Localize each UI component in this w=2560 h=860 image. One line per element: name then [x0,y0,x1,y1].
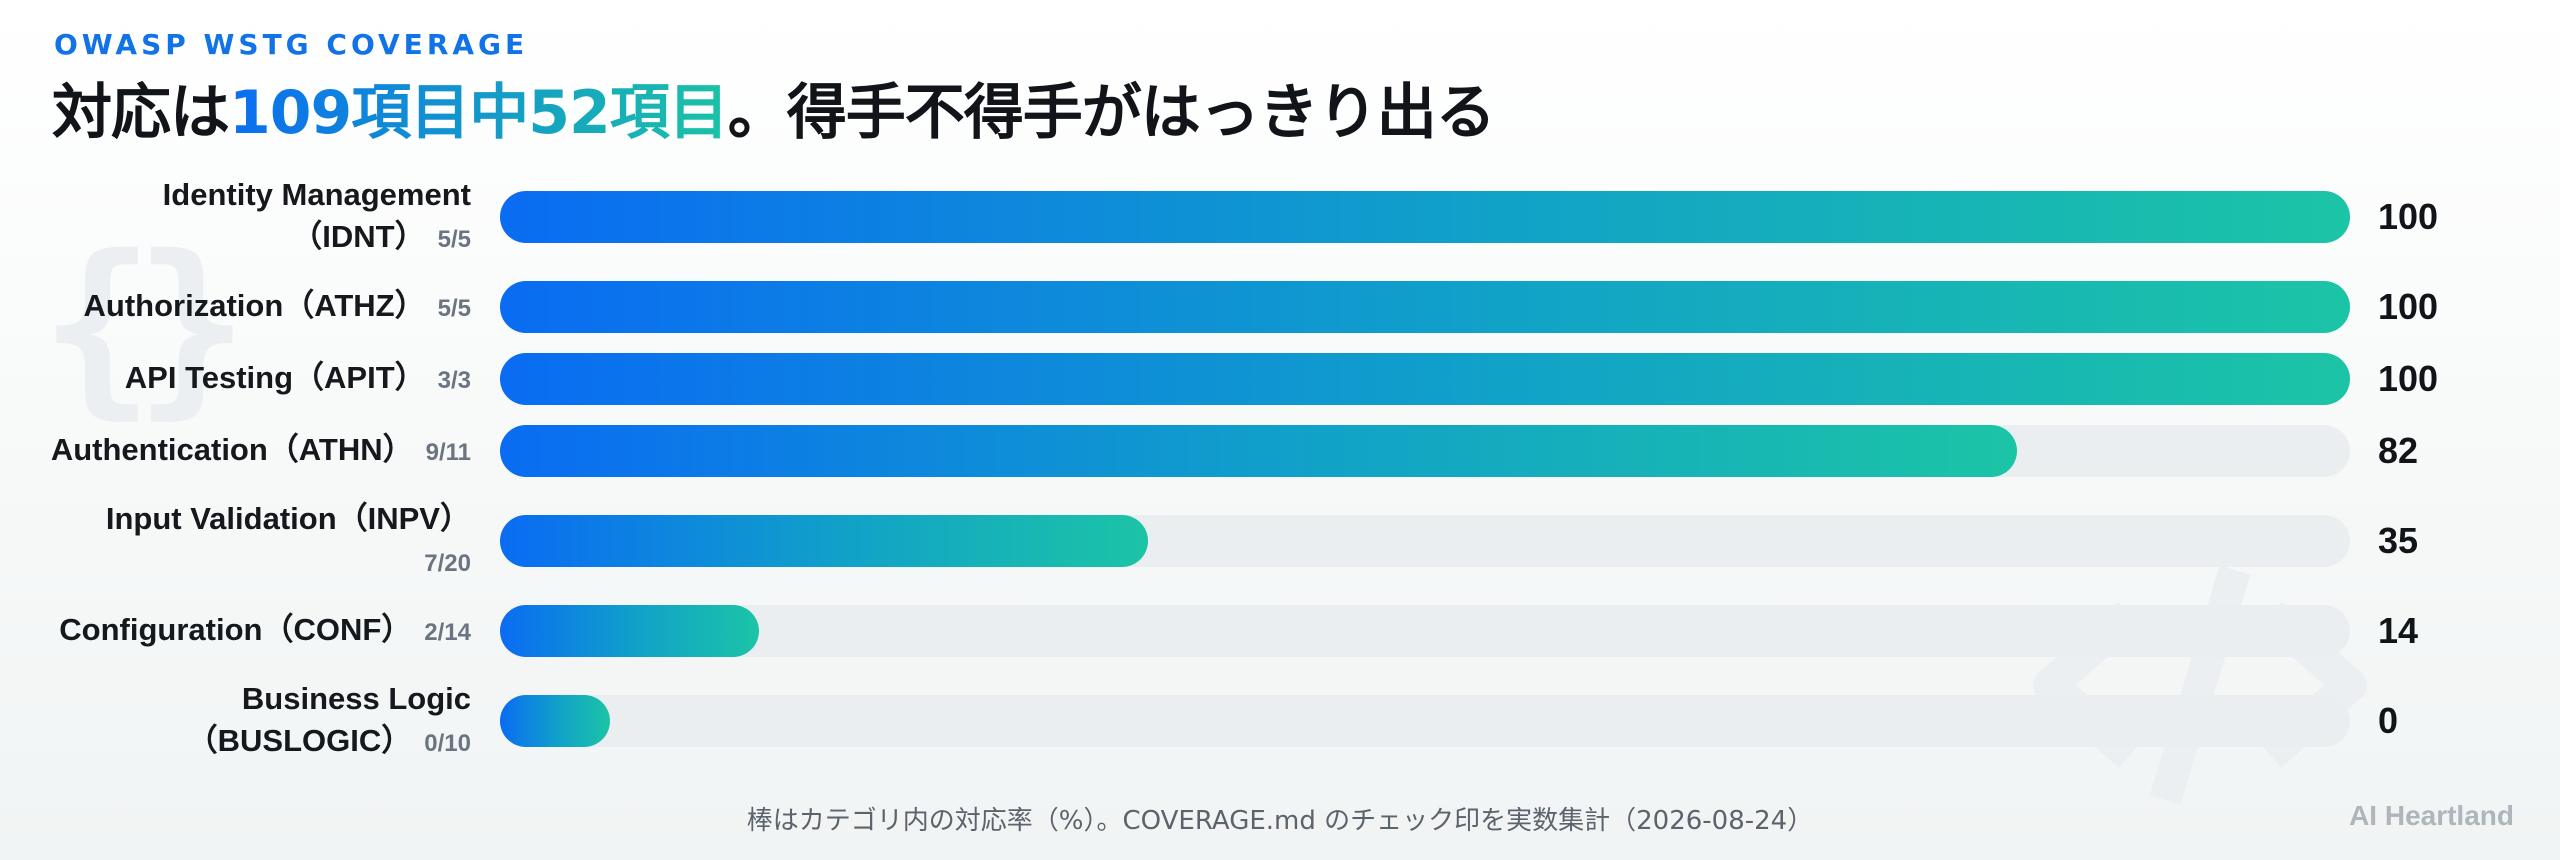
category-name: Configuration（CONF） 2/14 [59,611,471,647]
category-name: Input Validation（INPV） [105,500,471,536]
bar-value-label: 100 [2378,358,2439,399]
title-highlight: 109項目中52項目 [229,78,729,148]
category-label: API Testing（APIT） 3/3 [11,344,471,414]
category-name: API Testing（APIT） 3/3 [124,359,471,395]
bar-value-label: 0 [2378,700,2399,741]
category-count: 2/14 [424,618,471,646]
bar-fill [500,695,610,747]
bar-value-label: 35 [2378,520,2419,561]
category-label: Business Logic （BUSLOGIC） 0/10 [11,681,471,758]
category-label: Input Validation（INPV） 7/20 [11,501,471,577]
category-name: Identity Management [162,176,471,212]
category-label: Authentication（ATHN） 9/11 [11,416,471,486]
bar-track [500,695,2350,747]
bar-value-label: 82 [2378,430,2419,471]
category-count: 0/10 [424,729,471,757]
bar-row: Identity Management （IDNT） 5/5 100 [0,177,2560,254]
category-name: Business Logic [241,680,471,716]
bar-row: Business Logic （BUSLOGIC） 0/10 0 [0,681,2560,758]
category-code: （BUSLOGIC） 0/10 [186,722,471,758]
bar-value-label: 14 [2378,610,2419,651]
bar-track [500,281,2350,333]
bar-track [500,353,2350,405]
category-name: Authorization（ATHZ） 5/5 [83,287,471,323]
bar-row: Input Validation（INPV） 7/20 35 [0,501,2560,577]
category-count: 3/3 [437,366,471,394]
bar-fill [500,281,2350,333]
category-name: Authentication（ATHN） 9/11 [50,431,471,467]
bar-row: API Testing（APIT） 3/3 100 [0,344,2560,414]
bar-fill [500,605,759,657]
bar-fill [500,425,2017,477]
bar-row: Configuration（CONF） 2/14 14 [0,596,2560,666]
bar-fill [500,353,2350,405]
page-title: 対応は109項目中52項目。得手不得手がはっきり出る [52,64,1496,151]
category-count: 5/5 [437,225,471,253]
category-label: Configuration（CONF） 2/14 [11,596,471,666]
category-label: Identity Management （IDNT） 5/5 [11,177,471,254]
bar-track [500,515,2350,567]
bar-track [500,425,2350,477]
bar-fill [500,191,2350,243]
bar-track [500,191,2350,243]
category-label: Authorization（ATHZ） 5/5 [11,272,471,342]
bar-value-label: 100 [2378,286,2439,327]
category-count: 7/20 [424,549,471,577]
title-prefix: 対応は [52,78,230,148]
brand-logo-text: AI Heartland [2349,800,2514,831]
title-suffix: 。得手不得手がはっきり出る [727,78,1496,148]
bar-track [500,605,2350,657]
category-count: 5/5 [437,294,471,322]
chart-footnote: 棒はカテゴリ内の対応率（%）。COVERAGE.md のチェック印を実数集計（2… [746,806,1814,836]
bar-fill [500,515,1148,567]
bar-row: Authorization（ATHZ） 5/5 100 [0,272,2560,342]
category-count: 9/11 [425,438,471,466]
bar-row: Authentication（ATHN） 9/11 82 [0,416,2560,486]
category-code: （IDNT） 5/5 [291,218,471,254]
eyebrow-label: OWASP WSTG COVERAGE [54,28,529,61]
bar-value-label: 100 [2378,196,2439,237]
